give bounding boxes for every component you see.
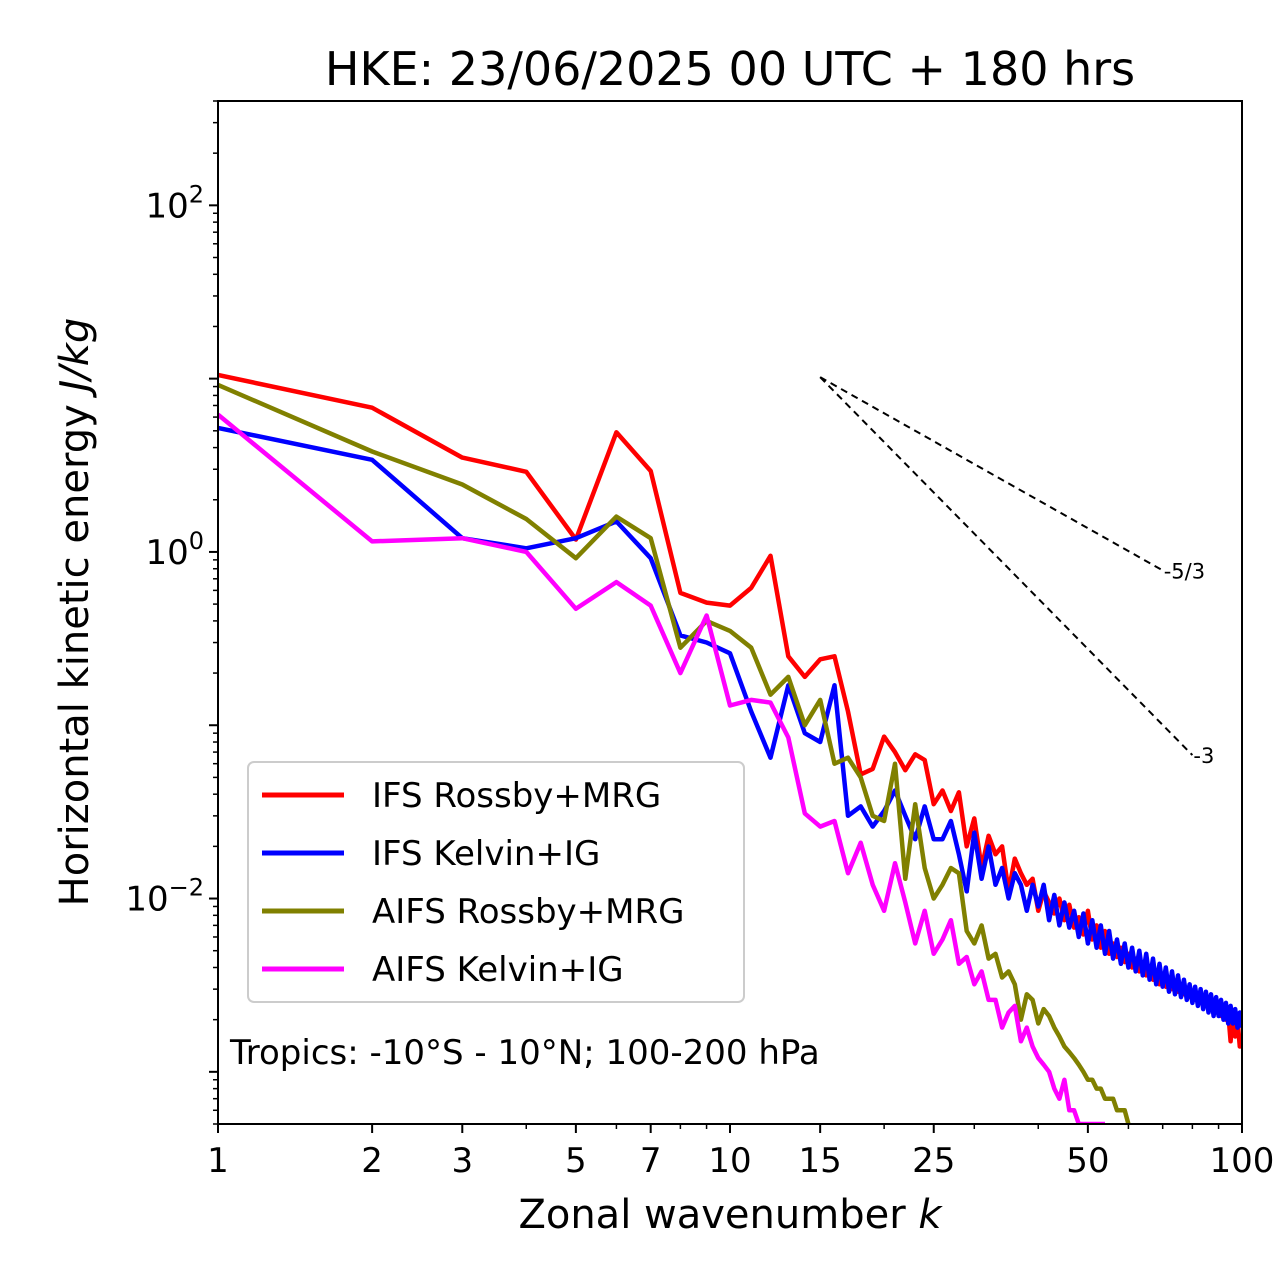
x-tick-label: 7 xyxy=(640,1141,662,1181)
series-lines xyxy=(218,372,1242,1124)
series-line xyxy=(218,382,1131,1124)
reference-slope-line xyxy=(819,376,1194,756)
x-tick-labels: 1 2 3 5 7 10 15 25 50 100 xyxy=(207,1141,1274,1181)
region-annotation: Tropics: -10°S - 10°N; 100-200 hPa xyxy=(229,1033,820,1073)
x-tick-label: 5 xyxy=(565,1141,587,1181)
reference-slope-lines xyxy=(819,376,1194,756)
legend-label: AIFS Rossby+MRG xyxy=(372,892,684,932)
reference-slope-label: -3 xyxy=(1193,744,1214,768)
x-tick-label: 25 xyxy=(912,1141,955,1181)
x-tick-label: 100 xyxy=(1210,1141,1275,1181)
y-tick-label: 100 xyxy=(145,527,204,573)
chart-title: HKE: 23/06/2025 00 UTC + 180 hrs xyxy=(325,42,1135,96)
reference-slope-line xyxy=(819,376,1164,572)
y-tick-label: 102 xyxy=(145,180,204,226)
plot-frame xyxy=(217,100,1243,1125)
x-tick-label: 1 xyxy=(207,1141,229,1181)
legend-frame xyxy=(247,761,745,1003)
legend-label: IFS Rossby+MRG xyxy=(372,776,661,816)
legend-label: AIFS Kelvin+IG xyxy=(372,950,624,990)
y-axis-label: Horizontal kinetic energy J/kg xyxy=(52,318,98,907)
reference-slope-label: -5/3 xyxy=(1164,559,1205,583)
legend-label: IFS Kelvin+IG xyxy=(372,834,600,874)
x-tick-label: 15 xyxy=(799,1141,842,1181)
legend: IFS Rossby+MRG IFS Kelvin+IG AIFS Rossby+M… xyxy=(247,761,745,1003)
series-line xyxy=(218,412,1105,1124)
x-tick-label: 3 xyxy=(451,1141,473,1181)
series-line xyxy=(218,425,1242,1030)
x-tick-label: 10 xyxy=(708,1141,751,1181)
x-tick-label: 2 xyxy=(361,1141,383,1181)
x-tick-label: 50 xyxy=(1066,1141,1109,1181)
y-tick-labels: 10−2 100 102 xyxy=(125,180,204,919)
y-tick-label: 10−2 xyxy=(125,874,204,920)
x-axis-label: Zonal wavenumber k xyxy=(518,1192,943,1238)
